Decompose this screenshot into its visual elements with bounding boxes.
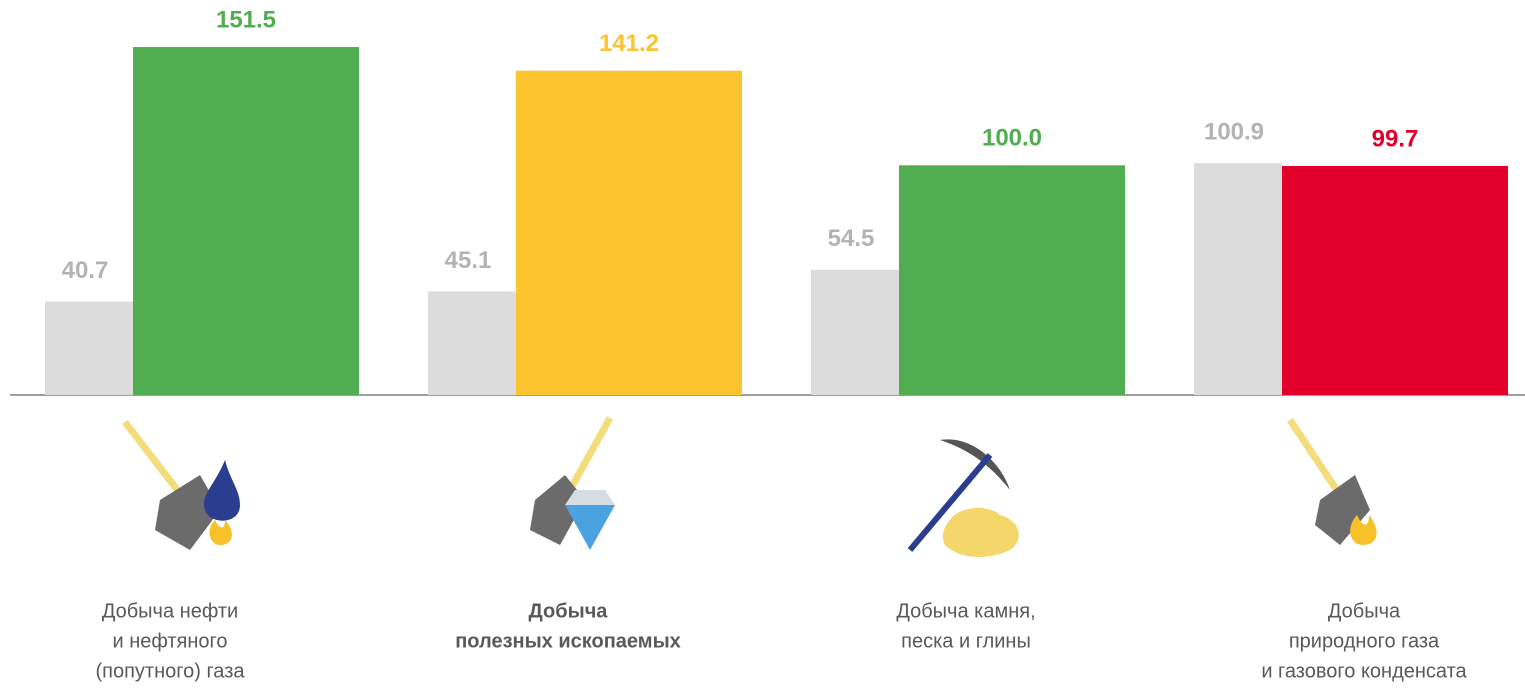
value-label: 99.7 (1372, 125, 1419, 152)
category-label: и нефтяного (112, 630, 227, 652)
category-label: песка и глины (901, 630, 1031, 652)
bar (1194, 163, 1282, 395)
icon-diamond (530, 416, 615, 550)
category-label: Добыча нефти (102, 600, 238, 622)
value-label: 141.2 (599, 30, 659, 57)
category-label: полезных ископаемых (455, 630, 681, 652)
icon-oil (122, 419, 240, 550)
icon-pickaxe (907, 439, 1019, 557)
value-label: 54.5 (828, 225, 875, 252)
category-label: Добыча (529, 600, 609, 622)
value-label: 100.9 (1204, 119, 1264, 146)
bar (1282, 166, 1508, 395)
bar (133, 47, 359, 395)
value-label: 100.0 (982, 125, 1042, 152)
category-label: Добыча камня, (896, 600, 1035, 622)
value-label: 45.1 (445, 247, 492, 274)
bar (516, 70, 742, 396)
category-label: Добыча (1328, 600, 1401, 622)
icon-gas (1287, 418, 1377, 545)
bar (899, 165, 1125, 395)
category-label: (попутного) газа (95, 660, 245, 682)
bar (811, 269, 899, 395)
value-label: 40.7 (62, 257, 109, 284)
bar (45, 301, 133, 395)
value-label: 151.5 (216, 6, 276, 33)
bar (428, 291, 516, 395)
category-label: природного газа (1289, 630, 1440, 652)
category-label: и газового конденсата (1261, 660, 1467, 682)
